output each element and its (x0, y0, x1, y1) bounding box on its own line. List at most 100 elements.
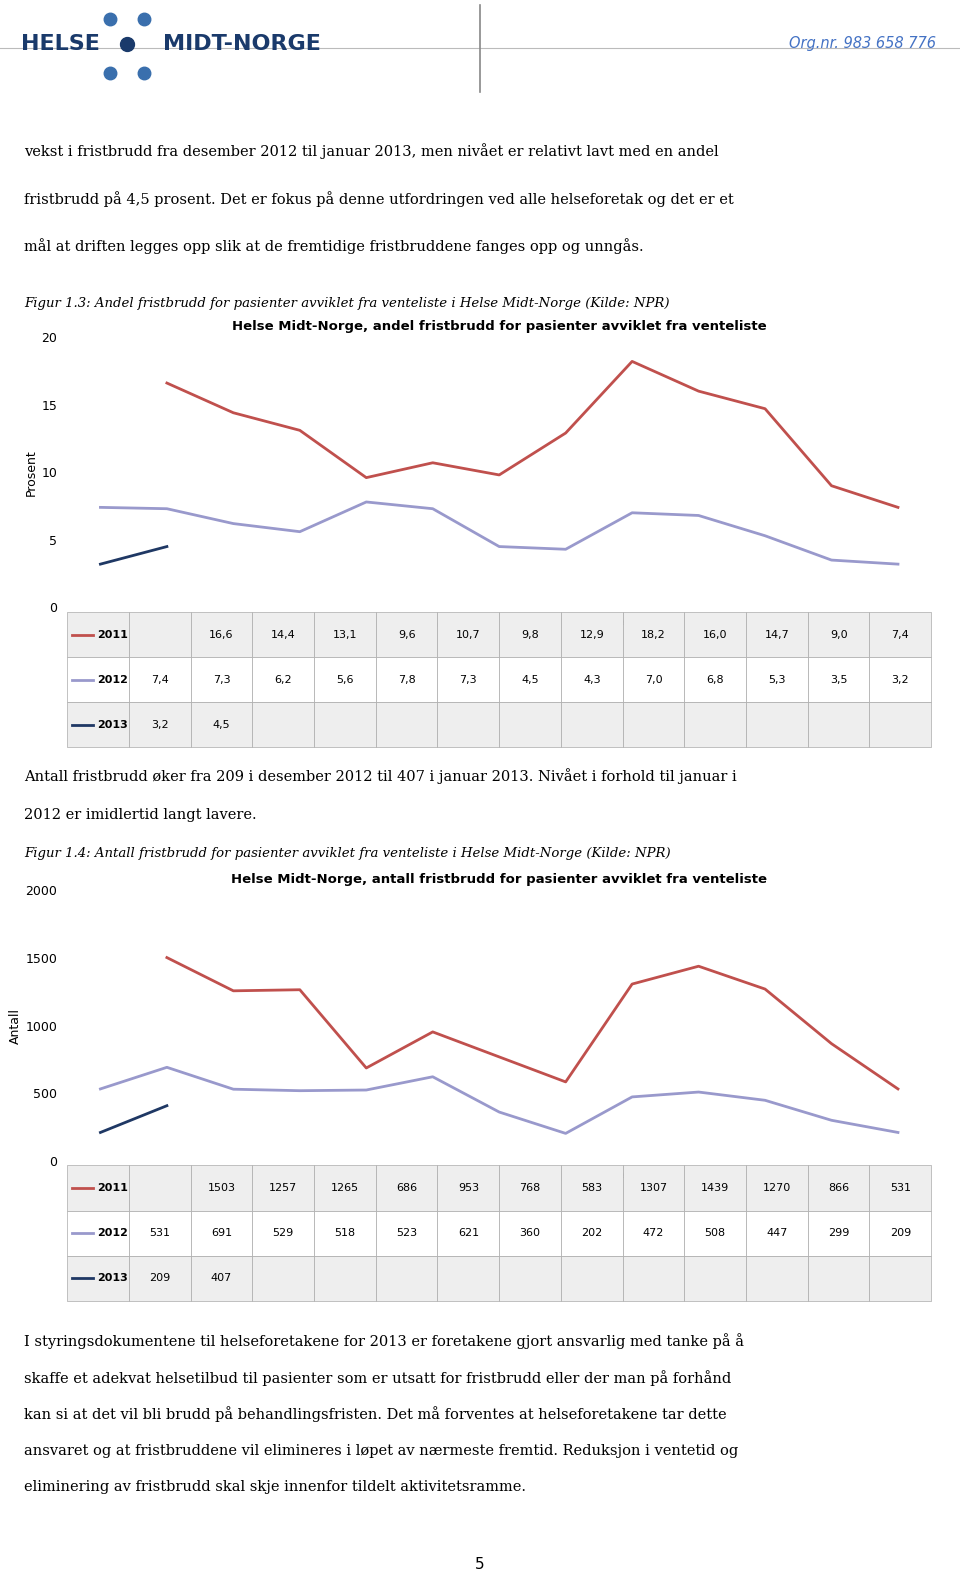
Text: 447: 447 (766, 1227, 787, 1239)
Text: mål at driften legges opp slik at de fremtidige fristbruddene fanges opp og unng: mål at driften legges opp slik at de fre… (24, 238, 643, 254)
Bar (252, 657, 314, 703)
Text: 1257: 1257 (269, 1183, 298, 1192)
Bar (499, 1210, 561, 1256)
Bar (438, 1256, 499, 1301)
Bar (67, 703, 129, 747)
Text: 7,4: 7,4 (892, 630, 909, 639)
Text: 9,8: 9,8 (521, 630, 539, 639)
Text: 6,2: 6,2 (275, 674, 292, 685)
Text: 360: 360 (519, 1227, 540, 1239)
Text: 2012: 2012 (97, 1227, 128, 1239)
Text: 1439: 1439 (701, 1183, 730, 1192)
Text: 3,2: 3,2 (151, 720, 169, 730)
Bar (129, 657, 191, 703)
Text: 1307: 1307 (639, 1183, 667, 1192)
Bar (499, 703, 561, 747)
Text: Figur 1.3: Andel fristbrudd for pasienter avviklet fra venteliste i Helse Midt-N: Figur 1.3: Andel fristbrudd for pasiente… (24, 297, 669, 310)
Bar (438, 657, 499, 703)
Text: kan si at det vil bli brudd på behandlingsfristen. Det må forventes at helsefore: kan si at det vil bli brudd på behandlin… (24, 1407, 727, 1421)
Text: 16,0: 16,0 (703, 630, 728, 639)
Bar (623, 657, 684, 703)
Bar (129, 612, 191, 657)
Bar (191, 1165, 252, 1210)
Text: 531: 531 (890, 1183, 911, 1192)
Bar (375, 1165, 438, 1210)
Bar (314, 1256, 375, 1301)
Bar (191, 1256, 252, 1301)
Bar (561, 612, 623, 657)
Text: Org.nr. 983 658 776: Org.nr. 983 658 776 (789, 37, 936, 51)
Bar (684, 1256, 746, 1301)
Text: 523: 523 (396, 1227, 418, 1239)
Bar (252, 1256, 314, 1301)
Text: 2012: 2012 (97, 674, 128, 685)
Bar (438, 1210, 499, 1256)
Bar (807, 657, 870, 703)
Bar (807, 1165, 870, 1210)
Bar (746, 1165, 807, 1210)
Text: 5,6: 5,6 (336, 674, 353, 685)
Text: vekst i fristbrudd fra desember 2012 til januar 2013, men nivået er relativt lav: vekst i fristbrudd fra desember 2012 til… (24, 143, 719, 159)
Bar (870, 1210, 931, 1256)
Text: 1265: 1265 (331, 1183, 359, 1192)
Bar (499, 657, 561, 703)
Text: 16,6: 16,6 (209, 630, 233, 639)
Bar (807, 1256, 870, 1301)
Bar (870, 1165, 931, 1210)
Text: 209: 209 (149, 1274, 170, 1283)
Text: 14,7: 14,7 (764, 630, 789, 639)
Text: 13,1: 13,1 (333, 630, 357, 639)
Text: 1270: 1270 (763, 1183, 791, 1192)
Text: 209: 209 (890, 1227, 911, 1239)
Text: 953: 953 (458, 1183, 479, 1192)
Text: Antall fristbrudd øker fra 209 i desember 2012 til 407 i januar 2013. Nivået i f: Antall fristbrudd øker fra 209 i desembe… (24, 768, 736, 784)
Bar (375, 657, 438, 703)
Bar (623, 612, 684, 657)
Text: 7,4: 7,4 (151, 674, 169, 685)
Title: Helse Midt-Norge, antall fristbrudd for pasienter avviklet fra venteliste: Helse Midt-Norge, antall fristbrudd for … (231, 873, 767, 887)
Title: Helse Midt-Norge, andel fristbrudd for pasienter avviklet fra venteliste: Helse Midt-Norge, andel fristbrudd for p… (232, 320, 766, 334)
Bar (375, 612, 438, 657)
Text: 5: 5 (475, 1557, 485, 1573)
Bar (314, 703, 375, 747)
Bar (191, 703, 252, 747)
Bar (561, 1210, 623, 1256)
Text: 472: 472 (643, 1227, 664, 1239)
Bar (807, 612, 870, 657)
Text: 12,9: 12,9 (580, 630, 604, 639)
Bar (499, 612, 561, 657)
Bar (314, 612, 375, 657)
Text: 866: 866 (828, 1183, 850, 1192)
Bar (375, 1256, 438, 1301)
Text: 7,3: 7,3 (460, 674, 477, 685)
Text: 686: 686 (396, 1183, 418, 1192)
Bar (314, 657, 375, 703)
Bar (623, 1256, 684, 1301)
Y-axis label: Antall: Antall (9, 1008, 21, 1043)
Text: Figur 1.4: Antall fristbrudd for pasienter avviklet fra venteliste i Helse Midt-: Figur 1.4: Antall fristbrudd for pasient… (24, 847, 671, 860)
Text: HELSE: HELSE (21, 33, 100, 54)
Text: 691: 691 (211, 1227, 232, 1239)
Text: I styringsdokumentene til helseforetakene for 2013 er foretakene gjort ansvarlig: I styringsdokumentene til helseforetaken… (24, 1334, 744, 1348)
Text: 9,6: 9,6 (397, 630, 416, 639)
Bar (375, 1210, 438, 1256)
Text: 5,3: 5,3 (768, 674, 785, 685)
Text: 7,3: 7,3 (213, 674, 230, 685)
Bar (870, 612, 931, 657)
Bar (623, 703, 684, 747)
Bar (746, 657, 807, 703)
Bar (623, 1165, 684, 1210)
Text: 3,2: 3,2 (892, 674, 909, 685)
Text: 4,5: 4,5 (521, 674, 539, 685)
Bar (252, 703, 314, 747)
Text: 531: 531 (149, 1227, 170, 1239)
Text: 3,5: 3,5 (829, 674, 848, 685)
Text: 7,0: 7,0 (645, 674, 662, 685)
Bar (684, 703, 746, 747)
Text: eliminering av fristbrudd skal skje innenfor tildelt aktivitetsramme.: eliminering av fristbrudd skal skje inne… (24, 1480, 526, 1495)
Bar (252, 1210, 314, 1256)
Bar (684, 1165, 746, 1210)
Bar (870, 703, 931, 747)
Bar (561, 657, 623, 703)
Text: 2013: 2013 (97, 1274, 128, 1283)
